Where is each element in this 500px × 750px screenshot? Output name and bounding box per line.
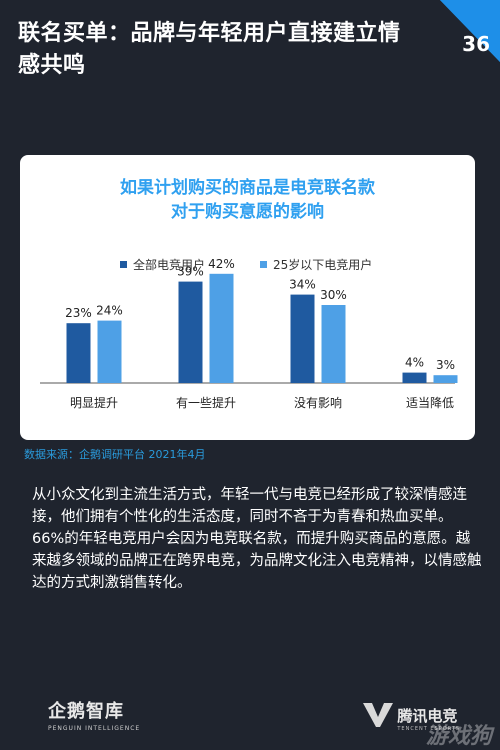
bar-1-3 [433,375,458,383]
badge-shape [440,0,500,62]
legend-label-1: 25岁以下电竞用户 [273,257,372,272]
bar-0-2 [290,294,315,383]
bar-1-2 [321,305,346,383]
x-tick-label-3: 适当降低 [406,396,454,410]
right-brand-sub: TENCENT ESPORTS [397,726,460,732]
page-number-badge: 36 [440,0,500,62]
legend-swatch-0 [120,261,127,268]
bar-1-0 [97,320,122,383]
data-label-0-3: 4% [405,356,424,370]
chart-card: 如果计划购买的商品是电竞联名款 对于购买意愿的影响 全部电竞用户 25岁以下电竞用… [20,155,475,440]
watermark: 游戏狗 [425,724,492,749]
data-label-0-2: 34% [289,278,316,292]
esports-v-icon [363,703,394,727]
legend-label-0: 全部电竞用户 [133,257,205,272]
right-brand-name: 腾讯电竞 [397,707,458,725]
data-label-0-0: 23% [65,306,92,320]
bar-1-1 [209,273,234,383]
x-tick-label-1: 有一些提升 [176,395,236,410]
body-paragraph: 从小众文化到主流生活方式，年轻一代与电竞已经形成了较深情感连接，他们拥有个性化的… [32,487,482,591]
page-number: 36 [462,32,490,56]
data-source: 数据来源：企鹅调研平台 2021年4月 [24,448,206,461]
x-tick-label-2: 没有影响 [294,395,342,410]
tencent-esports-logo: 腾讯电竞 TENCENT ESPORTS [363,703,460,732]
penguin-intelligence-logo: 企鹅智库 PENGUIN INTELLIGENCE [48,697,140,732]
data-label-1-2: 30% [320,288,347,302]
page-title: 联名买单：品牌与年轻用户直接建立情感共鸣 [18,21,401,78]
bar-0-1 [178,281,203,383]
chart-title-line-1: 如果计划购买的商品是电竞联名款 [120,178,375,198]
bar-0-3 [402,372,427,383]
bar-0-0 [66,323,91,383]
left-brand-name: 企鹅智库 [48,701,124,722]
data-label-1-3: 3% [436,358,455,372]
left-brand-sub: PENGUIN INTELLIGENCE [48,725,141,732]
x-tick-label-0: 明显提升 [70,395,118,410]
legend-swatch-1 [260,261,267,268]
data-label-1-0: 24% [96,304,123,318]
chart-title-line-2: 对于购买意愿的影响 [171,202,324,222]
data-label-1-1: 42% [208,257,235,271]
bar-chart: 全部电竞用户 25岁以下电竞用户 23% 24% 明显提升 39% 42% 有一些提升 34% 3… [40,257,458,410]
data-label-0-1: 39% [177,265,204,279]
